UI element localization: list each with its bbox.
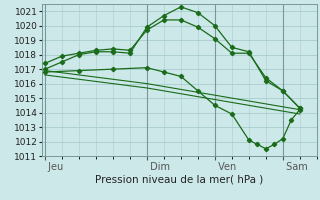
X-axis label: Pression niveau de la mer( hPa ): Pression niveau de la mer( hPa )	[95, 174, 263, 184]
